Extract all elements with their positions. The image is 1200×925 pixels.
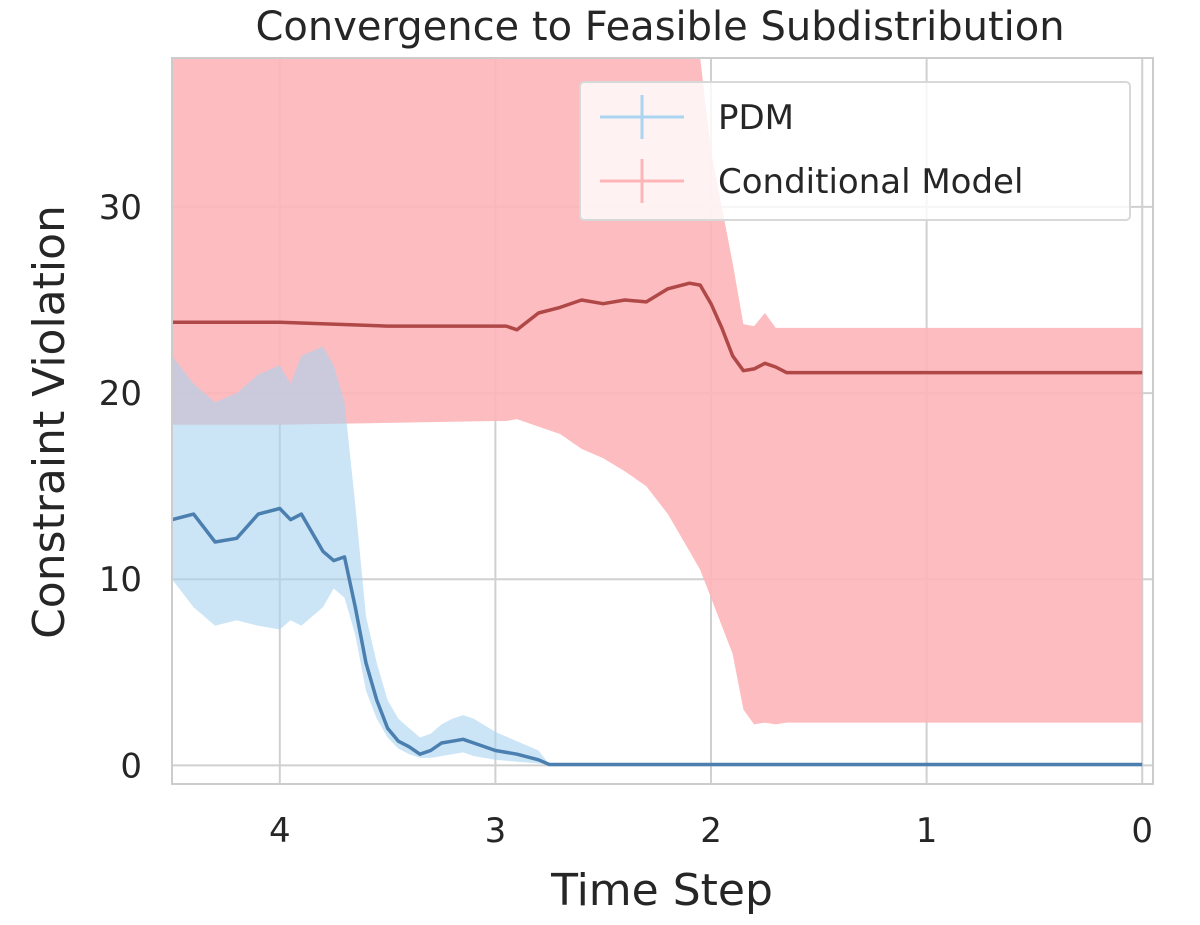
conditional-model-line (172, 281, 1143, 375)
y-tick-label: 20 (99, 374, 142, 414)
legend: PDM Conditional Model (579, 81, 1131, 221)
x-tick-label: 3 (485, 811, 507, 851)
y-tick-labels: 0 10 20 30 (99, 188, 142, 786)
legend-box (579, 81, 1131, 221)
x-tick-labels: 4 3 2 1 0 (269, 811, 1153, 851)
y-axis-label: Constraint Violation (24, 205, 75, 639)
legend-label: PDM (718, 98, 794, 138)
legend-entry-pdm: PDM (600, 95, 794, 139)
plot-border (171, 57, 1154, 785)
y-tick-label: 10 (99, 560, 142, 600)
y-tick-label: 0 (120, 746, 142, 786)
plot-frame (171, 57, 1154, 785)
legend-entry-conditional-model: Conditional Model (600, 159, 1023, 203)
x-tick-label: 2 (700, 811, 722, 851)
x-tick-label: 1 (916, 811, 938, 851)
x-tick-label: 0 (1131, 811, 1153, 851)
legend-label: Conditional Model (718, 162, 1023, 202)
x-tick-label: 4 (269, 811, 291, 851)
conditional-model-band (172, 58, 1143, 725)
x-axis-label: Time Step (550, 865, 773, 916)
pdm-band (172, 346, 1143, 765)
y-tick-label: 30 (99, 188, 142, 228)
series-lines (171, 281, 1143, 767)
confidence-bands (172, 58, 1143, 765)
chart-title: Convergence to Feasible Subdistribution (255, 4, 1064, 50)
pdm-line (171, 506, 1143, 767)
